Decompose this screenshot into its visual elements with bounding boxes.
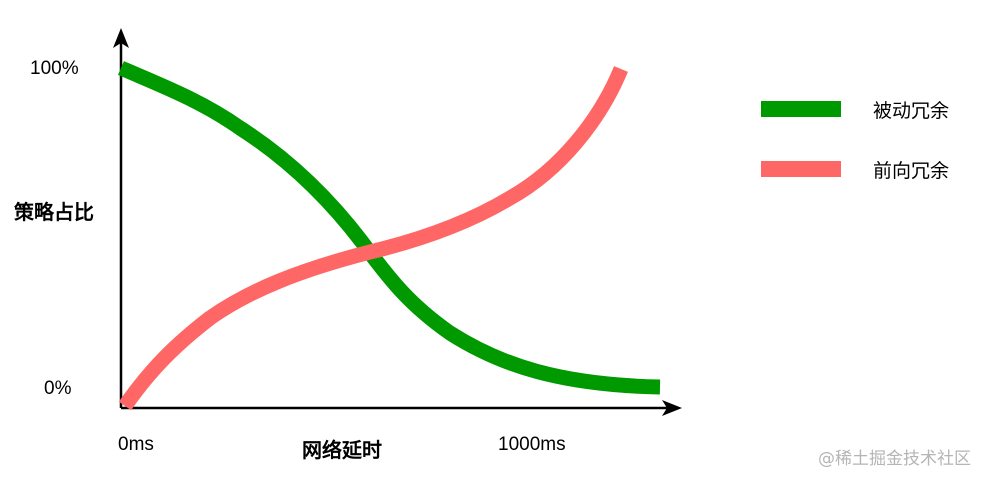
legend-swatch-forward-redundancy (761, 161, 841, 177)
legend-label-passive-redundancy: 被动冗余 (873, 100, 950, 122)
y-axis-arrow-icon (113, 28, 129, 48)
watermark: @稀土掘金技术社区 (818, 449, 971, 469)
y-axis-title: 策略占比 (14, 200, 94, 224)
legend-label-forward-redundancy: 前向冗余 (873, 160, 950, 182)
x-tick-0ms: 0ms (118, 434, 154, 455)
series-line-passive-redundancy (118, 61, 661, 395)
series-line-forward-redundancy (118, 66, 628, 411)
y-tick-0: 0% (44, 378, 72, 399)
x-axis-title: 网络延时 (302, 438, 382, 462)
legend-swatch-passive-redundancy (761, 101, 841, 117)
y-tick-100: 100% (30, 58, 79, 79)
x-tick-1000ms: 1000ms (498, 434, 566, 455)
x-axis-arrow-icon (662, 400, 682, 416)
